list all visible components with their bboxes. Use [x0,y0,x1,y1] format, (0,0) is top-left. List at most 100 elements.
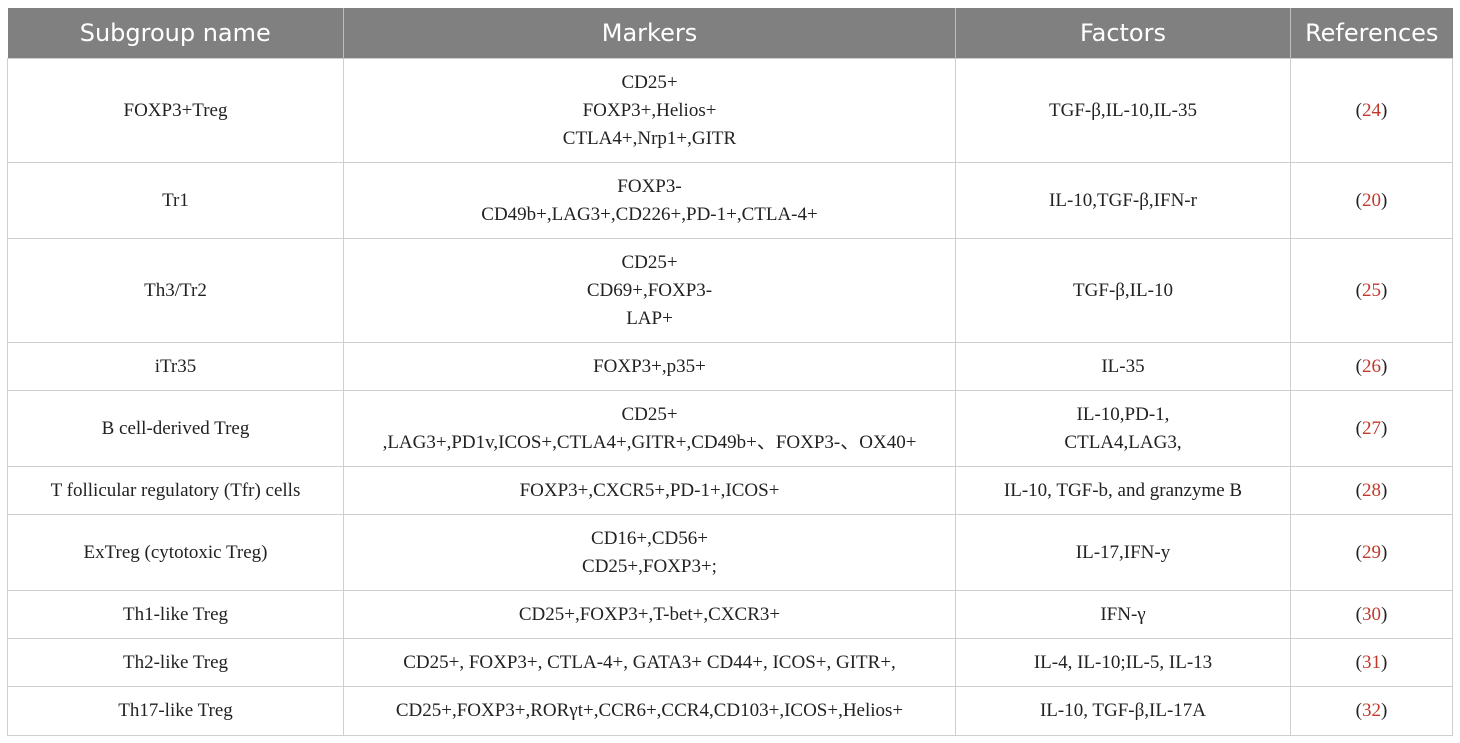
marker-line: ,LAG3+,PD1v,ICOS+,CTLA4+,GITR+,CD49b+、FO… [382,431,917,453]
reference-number: 31 [1362,651,1381,673]
factor-line: IL-10, TGF-β,IL-17A [1039,700,1207,721]
reference-bracket: ) [1381,603,1388,625]
marker-line: LAP+ [626,307,673,329]
table-row: iTr35 FOXP3+,p35+ IL-35 (26) [7,342,1453,391]
reference-bracket: ( [1355,355,1362,377]
reference-cell: (26) [1290,342,1453,391]
markers-cell: CD25+,FOXP3+,T-bet+,CXCR3+ [343,590,956,639]
header-cell: References [1290,8,1453,59]
factor-line: CTLA4,LAG3, [1064,431,1182,453]
factor-line: IL-35 [1101,355,1145,377]
header-cell: Subgroup name [7,8,344,59]
reference-bracket: ( [1355,541,1362,563]
table: Subgroup name Markers Factors References FO… [7,8,1453,736]
marker-line: CD25+ [621,403,678,425]
table-row: Tr1 FOXP3- CD49b+,LAG3+,CD226+,PD-1+,CTLA-… [7,162,1453,239]
marker-line: CD16+,CD56+ [591,527,708,549]
markers-cell: CD25+ CD69+,FOXP3- LAP+ [343,238,956,343]
marker-line: FOXP3+,Helios+ [582,99,717,121]
markers-cell: CD25+,FOXP3+,RORγt+,CCR6+,CCR4,CD103+,IC… [343,686,956,736]
factors-cell: IL-10, TGF-b, and granzyme B [955,466,1291,515]
subgroup-name: ExTreg (cytotoxic Treg) [7,514,344,591]
reference-cell: (20) [1290,162,1453,239]
factor-line: IL-10,TGF-β,IFN-r [1049,189,1197,211]
reference-bracket: ) [1381,651,1388,673]
reference-bracket: ) [1381,355,1388,377]
reference-number: 30 [1362,603,1381,625]
reference-bracket: ( [1355,99,1362,121]
reference-bracket: ) [1381,189,1388,211]
reference-number: 20 [1362,189,1381,211]
reference-cell: (30) [1290,590,1453,639]
reference-bracket: ( [1355,603,1362,625]
markers-cell: CD25+ FOXP3+,Helios+ CTLA4+,Nrp1+,GITR [343,58,956,163]
table-row: Th17-like Treg CD25+,FOXP3+,RORγt+,CCR6+,… [7,686,1453,736]
subgroup-name: FOXP3+Treg [7,58,344,163]
reference-number: 25 [1362,279,1381,301]
factors-cell: IL-35 [955,342,1291,391]
factor-line: TGF-β,IL-10,IL-35 [1049,99,1197,121]
table-row: B cell-derived Treg CD25+ ,LAG3+,PD1v,ICOS… [7,390,1453,467]
reference-bracket: ( [1355,700,1362,721]
marker-line: FOXP3+,CXCR5+,PD-1+,ICOS+ [519,479,780,501]
factor-line: IL-4, IL-10;IL-5, IL-13 [1033,651,1213,673]
subgroup-name: Th1-like Treg [7,590,344,639]
table-row: Th3/Tr2 CD25+ CD69+,FOXP3- LAP+ TGF-β,IL-10 (… [7,238,1453,343]
factors-cell: TGF-β,IL-10,IL-35 [955,58,1291,163]
markers-cell: FOXP3- CD49b+,LAG3+,CD226+,PD-1+,CTLA-4+ [343,162,956,239]
reference-bracket: ( [1355,651,1362,673]
reference-number: 26 [1362,355,1381,377]
marker-line: CD25+,FOXP3+,RORγt+,CCR6+,CCR4,CD103+,IC… [395,700,904,721]
reference-bracket: ) [1381,479,1388,501]
factor-line: IL-10,PD-1, [1076,403,1170,425]
table-row: FOXP3+Treg CD25+ FOXP3+,Helios+ CTLA4+,Nrp1… [7,58,1453,163]
reference-bracket: ( [1355,417,1362,439]
reference-bracket: ) [1381,700,1388,721]
marker-line: CTLA4+,Nrp1+,GITR [562,127,737,149]
factors-cell: TGF-β,IL-10 [955,238,1291,343]
marker-line: FOXP3- [617,175,682,197]
reference-cell: (27) [1290,390,1453,467]
markers-cell: FOXP3+,CXCR5+,PD-1+,ICOS+ [343,466,956,515]
factors-cell: IL-17,IFN-y [955,514,1291,591]
reference-bracket: ) [1381,99,1388,121]
table-row: Th1-like Treg CD25+,FOXP3+,T-bet+,CXCR3+ I… [7,590,1453,639]
subgroup-name: Th17-like Treg [7,686,344,736]
reference-bracket: ) [1381,417,1388,439]
factor-line: IL-10, TGF-b, and granzyme B [1003,479,1243,501]
reference-bracket: ( [1355,279,1362,301]
marker-line: FOXP3+,p35+ [593,355,706,377]
header-row: Subgroup name Markers Factors References [7,8,1453,59]
reference-number: 24 [1362,99,1381,121]
reference-cell: (32) [1290,686,1453,736]
marker-line: CD25+,FOXP3+; [582,555,717,577]
subgroup-name: Th3/Tr2 [7,238,344,343]
factors-cell: IL-10,TGF-β,IFN-r [955,162,1291,239]
subgroup-name: T follicular regulatory (Tfr) cells [7,466,344,515]
reference-cell: (28) [1290,466,1453,515]
reference-bracket: ( [1355,189,1362,211]
markers-cell: CD16+,CD56+ CD25+,FOXP3+; [343,514,956,591]
subgroup-name: Th2-like Treg [7,638,344,687]
reference-number: 32 [1362,700,1381,721]
reference-bracket: ( [1355,479,1362,501]
factor-line: TGF-β,IL-10 [1073,279,1173,301]
marker-line: CD49b+,LAG3+,CD226+,PD-1+,CTLA-4+ [481,203,818,225]
markers-cell: CD25+ ,LAG3+,PD1v,ICOS+,CTLA4+,GITR+,CD49… [343,390,956,467]
marker-line: CD25+ [621,71,678,93]
table-row: ExTreg (cytotoxic Treg) CD16+,CD56+ CD25+,… [7,514,1453,591]
subgroup-name: Tr1 [7,162,344,239]
table-row: T follicular regulatory (Tfr) cells FOXP3… [7,466,1453,515]
reference-cell: (31) [1290,638,1453,687]
factors-cell: IL-4, IL-10;IL-5, IL-13 [955,638,1291,687]
reference-cell: (25) [1290,238,1453,343]
reference-number: 27 [1362,417,1381,439]
subgroup-name: iTr35 [7,342,344,391]
factors-cell: IFN-γ [955,590,1291,639]
marker-line: CD69+,FOXP3- [586,279,713,301]
markers-cell: FOXP3+,p35+ [343,342,956,391]
reference-number: 29 [1362,541,1381,563]
table-row: Th2-like Treg CD25+, FOXP3+, CTLA-4+, GAT… [7,638,1453,687]
reference-cell: (29) [1290,514,1453,591]
